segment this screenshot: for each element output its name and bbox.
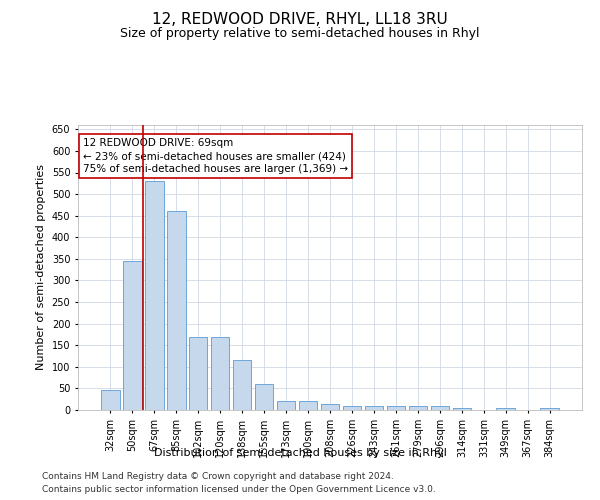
- Text: Contains HM Land Registry data © Crown copyright and database right 2024.: Contains HM Land Registry data © Crown c…: [42, 472, 394, 481]
- Bar: [343, 406, 361, 410]
- Bar: [431, 406, 449, 410]
- Bar: [365, 406, 383, 410]
- Text: 12, REDWOOD DRIVE, RHYL, LL18 3RU: 12, REDWOOD DRIVE, RHYL, LL18 3RU: [152, 12, 448, 28]
- Bar: [167, 212, 185, 410]
- Bar: [320, 404, 340, 410]
- Bar: [233, 360, 251, 410]
- Bar: [386, 406, 405, 410]
- Bar: [541, 408, 559, 410]
- Bar: [189, 336, 208, 410]
- Bar: [452, 408, 471, 410]
- Text: Contains public sector information licensed under the Open Government Licence v3: Contains public sector information licen…: [42, 485, 436, 494]
- Bar: [101, 390, 119, 410]
- Bar: [145, 181, 164, 410]
- Text: Distribution of semi-detached houses by size in Rhyl: Distribution of semi-detached houses by …: [154, 448, 446, 458]
- Bar: [409, 406, 427, 410]
- Bar: [496, 408, 515, 410]
- Bar: [211, 336, 229, 410]
- Y-axis label: Number of semi-detached properties: Number of semi-detached properties: [36, 164, 46, 370]
- Text: Size of property relative to semi-detached houses in Rhyl: Size of property relative to semi-detach…: [120, 28, 480, 40]
- Bar: [277, 402, 295, 410]
- Text: 12 REDWOOD DRIVE: 69sqm
← 23% of semi-detached houses are smaller (424)
75% of s: 12 REDWOOD DRIVE: 69sqm ← 23% of semi-de…: [83, 138, 348, 174]
- Bar: [299, 402, 317, 410]
- Bar: [123, 261, 142, 410]
- Bar: [255, 384, 274, 410]
